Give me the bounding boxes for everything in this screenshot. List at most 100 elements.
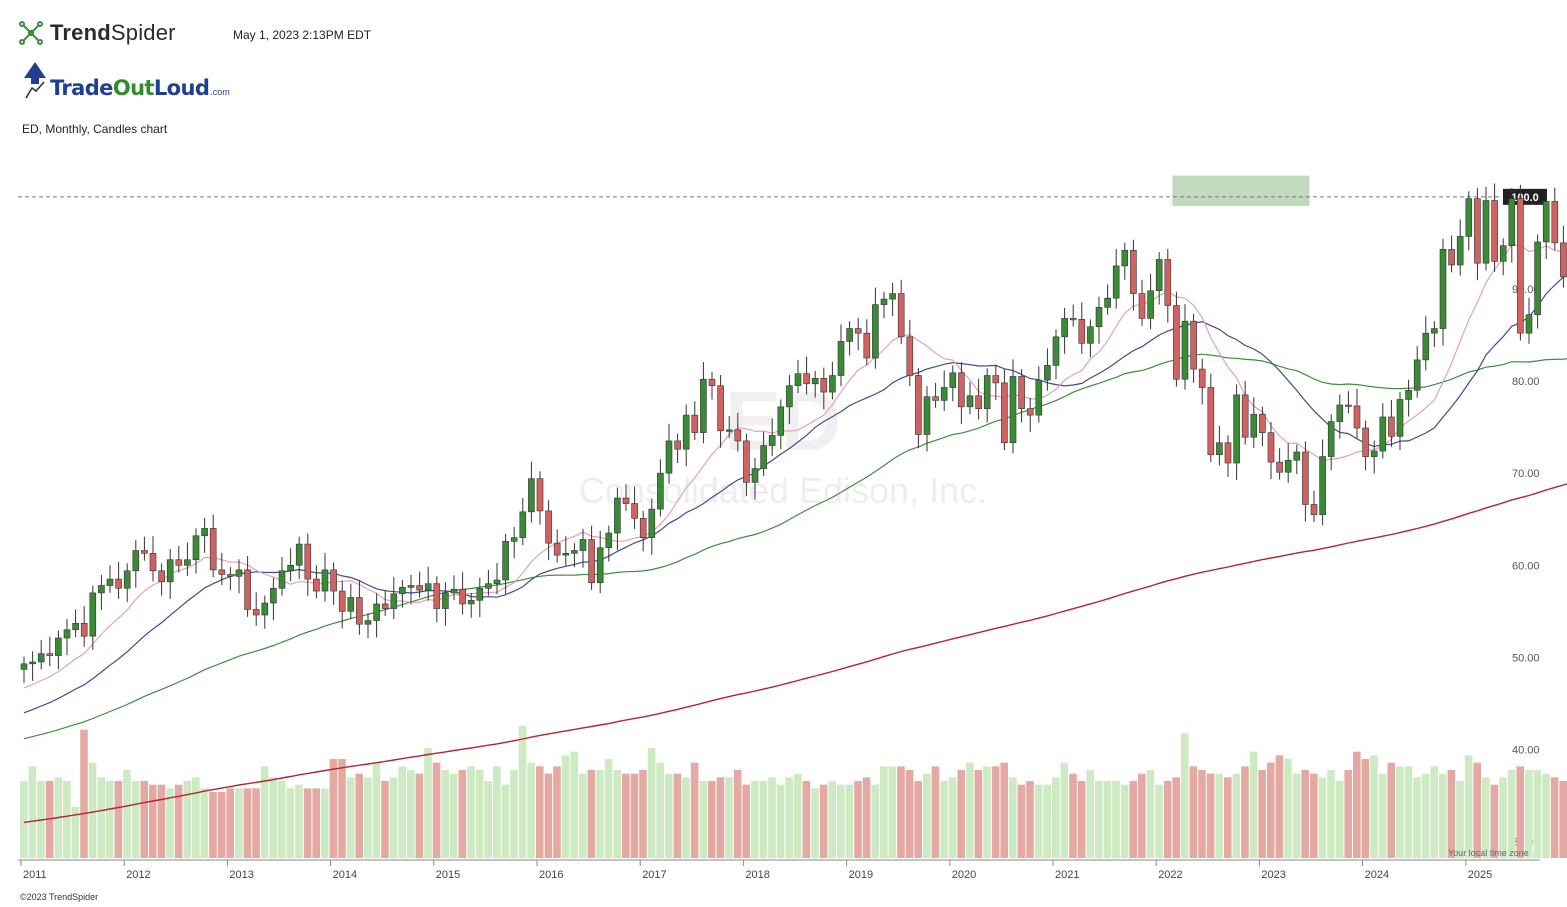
volume-bar: [252, 788, 260, 858]
resistance-zone: [1172, 175, 1310, 207]
candle: [1302, 441, 1309, 522]
candle: [1396, 392, 1404, 451]
volume-bar: [1172, 777, 1180, 858]
candle-body: [674, 440, 681, 450]
candle-body: [923, 396, 931, 435]
candle: [691, 401, 699, 440]
candle: [1250, 397, 1258, 448]
candle-body: [880, 298, 888, 305]
trendspider-logo: TrendSpider: [18, 20, 176, 46]
x-tick-label: 2011: [23, 869, 47, 881]
candle-body: [141, 550, 148, 554]
volume-bar: [690, 762, 699, 858]
candle: [1379, 403, 1387, 459]
candle-body: [734, 429, 742, 442]
volume-bar: [1413, 777, 1421, 858]
candle: [55, 630, 62, 670]
candle: [915, 368, 922, 449]
volume-bar: [561, 755, 570, 858]
candle: [1560, 225, 1567, 288]
volume-bar: [682, 777, 690, 858]
volume-bar: [1267, 762, 1275, 858]
volume-bar: [940, 781, 948, 858]
candle: [553, 529, 561, 563]
candle-body: [235, 569, 243, 577]
volume-bar: [1215, 773, 1223, 858]
candle: [528, 461, 535, 523]
candle-body: [545, 510, 552, 544]
volume-bar: [501, 784, 510, 858]
candle-body: [648, 508, 656, 538]
candle: [682, 404, 690, 467]
volume-bar: [776, 784, 785, 858]
candle: [1052, 329, 1060, 380]
candle: [364, 613, 372, 639]
volume-bar: [1275, 755, 1284, 858]
x-tick-label: 2025: [1468, 869, 1492, 881]
volume-bar: [1009, 777, 1017, 858]
volume-bar: [1404, 766, 1413, 858]
volume-bar: [862, 777, 871, 858]
x-tick-label: 2018: [745, 869, 769, 881]
copyright: ©2023 TrendSpider: [20, 892, 99, 902]
candle: [1190, 313, 1197, 383]
candle: [132, 539, 140, 588]
volume-bar: [1198, 770, 1206, 858]
candle-body: [700, 378, 707, 433]
volume-bar: [897, 766, 905, 858]
candle-body: [166, 559, 174, 583]
candle: [751, 457, 759, 500]
tradeoutloud-logo: TradeOutLoud .com: [22, 62, 230, 100]
candle: [1009, 359, 1017, 454]
volume-bar: [587, 770, 596, 858]
candle-body: [915, 375, 922, 435]
volume-bar: [880, 766, 888, 858]
candle-body: [29, 661, 36, 665]
candle-body: [1560, 242, 1567, 278]
candle-body: [1216, 442, 1223, 456]
candle-body: [442, 592, 449, 609]
candle: [390, 576, 398, 620]
volume-bar: [914, 781, 922, 858]
candle-body: [1517, 198, 1524, 334]
candle-body: [321, 569, 329, 592]
candle-body: [786, 385, 793, 408]
volume-bar: [1232, 773, 1241, 858]
volume-bar: [1473, 762, 1481, 858]
candle-body: [743, 440, 750, 483]
candle-body: [1284, 459, 1292, 473]
candle-body: [209, 528, 217, 571]
candle-body: [1267, 432, 1275, 463]
candle: [1284, 443, 1292, 483]
candle-body: [227, 574, 234, 577]
candle: [1233, 384, 1240, 481]
candle-body: [390, 593, 398, 609]
candle: [407, 574, 415, 605]
candle-body: [1026, 408, 1034, 416]
candle: [1121, 242, 1129, 280]
y-tick-label: 80.00: [1512, 376, 1540, 388]
tradeoutloud-wordmark: TradeOutLoud: [50, 76, 210, 100]
candle-body: [46, 653, 54, 656]
volume-bar: [1499, 777, 1507, 858]
volume-bar: [725, 777, 733, 858]
candle-body: [106, 578, 114, 586]
candle-body: [149, 552, 157, 572]
candle-body: [665, 440, 673, 474]
volume-bar: [759, 781, 768, 858]
volume-bar: [613, 770, 621, 858]
candle: [958, 362, 965, 424]
candle-body: [1044, 365, 1051, 381]
x-tick-label: 2017: [642, 869, 666, 881]
candle: [476, 577, 484, 618]
candle-body: [270, 587, 277, 604]
candle-body: [906, 336, 914, 376]
candle: [321, 552, 329, 602]
candle: [1001, 369, 1008, 451]
candle: [768, 418, 776, 457]
candle-body: [313, 578, 320, 592]
volume-bar: [1396, 766, 1404, 858]
volume-bar: [381, 781, 389, 858]
candle: [1164, 248, 1172, 323]
